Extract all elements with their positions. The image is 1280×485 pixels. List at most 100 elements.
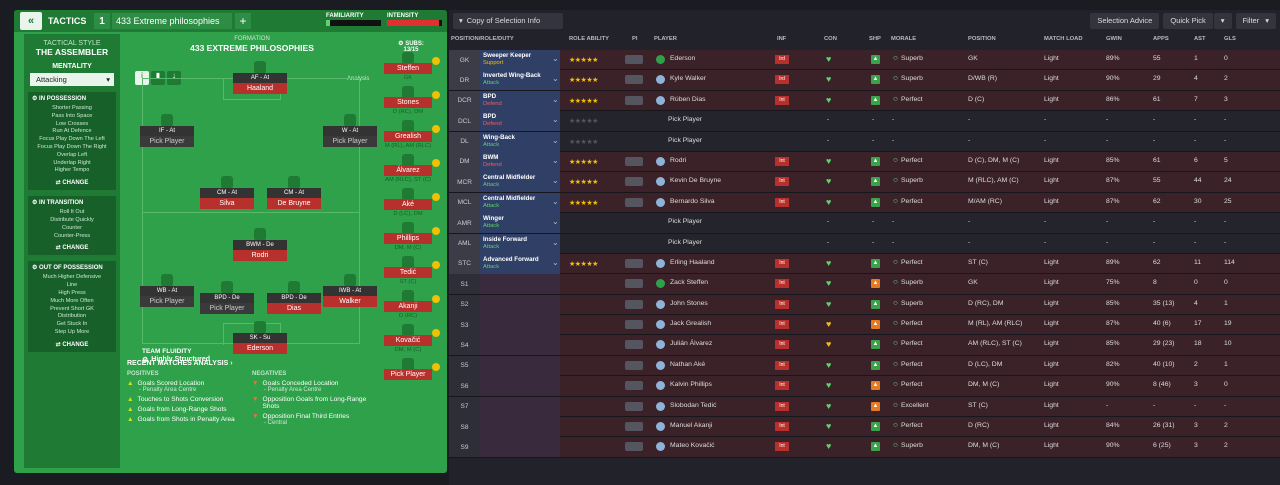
slot-player[interactable]: Pick Player [323,136,377,147]
sub-player[interactable]: Aké D (LC), DM [380,188,442,221]
role-cell[interactable] [480,396,560,417]
sub-player-name[interactable]: Tedić [384,267,432,278]
player-instructions-icon[interactable] [625,320,643,330]
column-header[interactable]: ROLE ABILITY [569,36,610,42]
chevron-down-icon[interactable]: ⌄ [552,176,559,186]
table-row[interactable]: S5 Nathan Aké Int ♥ ▲ ☺ Perfect D (LC), DM Ligh… [449,355,1280,377]
sub-player-name[interactable]: Steffen [384,63,432,74]
table-row[interactable]: MCL Central Midfielder Attack ⌄ ★★★★★ Bern… [449,192,1280,214]
sub-player[interactable]: Álvarez AM (RLC), ST (C) [380,154,442,187]
slot-player[interactable]: Silva [200,198,254,209]
slot-player[interactable]: Pick Player [140,136,194,147]
player-name[interactable]: Kalvin Phillips [670,381,712,389]
column-header[interactable]: GWIN [1106,36,1122,42]
sub-player-name[interactable]: Kovačić [384,335,432,346]
table-row[interactable]: S8 Manuel Akanji Int ♥ ▲ ☺ Perfect D (RC) Light… [449,417,1280,438]
chevron-down-icon[interactable]: ⌄ [552,115,559,125]
change-button[interactable]: ⇄ CHANGE [28,341,116,348]
player-name[interactable]: Nathan Aké [670,360,706,368]
pitch-slot[interactable]: WB - At Pick Player [140,274,194,307]
column-header[interactable]: PI [632,36,638,42]
table-row[interactable]: AML Inside Forward Attack ⌄ Pick Player - -… [449,233,1280,254]
player-instructions-icon[interactable] [625,299,643,309]
chevron-down-icon[interactable]: ⌄ [552,257,559,267]
slot-player[interactable]: Pick Player [140,296,194,307]
mentality-select[interactable]: Attacking ▾ [30,73,114,86]
table-row[interactable]: DCL BPD Defend ⌄ ★★★★★ Pick Player - - - - - - - -… [449,111,1280,132]
sub-player[interactable]: Phillips DM, M (C) [380,222,442,255]
player-name[interactable]: Manuel Akanji [670,422,713,430]
column-header[interactable]: MATCH LOAD [1044,36,1083,42]
slot-player[interactable]: Dias [267,303,321,314]
role-cell[interactable] [480,315,560,336]
tactic-name-dropdown[interactable]: 433 Extreme philosophies [112,13,232,29]
player-name[interactable]: John Stones [670,299,708,307]
chevron-down-icon[interactable]: ⌄ [552,74,559,84]
column-header[interactable]: PLAYER [654,36,677,42]
chevron-down-icon[interactable]: ⌄ [552,217,559,227]
add-tactic-button[interactable]: + [235,13,251,29]
table-row[interactable]: AMR Winger Attack ⌄ Pick Player - - - - - - - - - [449,213,1280,234]
sub-player-name[interactable]: Aké [384,199,432,210]
chevron-down-icon[interactable]: ⌄ [552,196,559,206]
slot-player[interactable]: Haaland [233,83,287,94]
column-header[interactable]: GLS [1224,36,1236,42]
slot-role[interactable]: IWB - At [323,286,377,296]
slot-player[interactable]: Ederson [233,343,287,354]
role-cell[interactable] [480,437,560,458]
sub-player[interactable]: Tedić ST (C) [380,256,442,289]
chevron-down-icon[interactable]: ⌄ [552,237,559,247]
sub-player-name[interactable]: Stones [384,97,432,108]
column-header[interactable]: APPS [1153,36,1169,42]
tactic-number[interactable]: 1 [94,13,110,29]
chevron-down-icon[interactable]: ⌄ [552,155,559,165]
slot-role[interactable]: IF - At [140,126,194,136]
player-name[interactable]: Zack Steffen [670,279,709,287]
role-cell[interactable]: Winger Attack [480,213,560,234]
player-name[interactable]: Rodri [670,156,687,164]
slot-role[interactable]: BPD - De [200,293,254,303]
analysis-title[interactable]: RECENT MATCHES ANALYSIS › [127,360,233,367]
role-cell[interactable] [480,417,560,438]
formation-name[interactable]: 433 EXTREME PHILOSOPHIES [190,43,314,53]
change-button[interactable]: ⇄ CHANGE [28,179,116,186]
slot-role[interactable]: AF - At [233,73,287,83]
filter-button[interactable]: Filter ▾ [1235,12,1276,29]
role-cell[interactable]: Inverted Wing-Back Attack [480,70,560,91]
chevron-down-icon[interactable]: ⌄ [552,135,559,145]
chevron-down-icon[interactable]: ⌄ [552,54,559,63]
sub-player[interactable]: Akanji D (RC) [380,290,442,323]
pitch-slot[interactable]: CM - At Silva [200,176,254,209]
table-row[interactable]: S7 Slobodan Tedić Int ♥ ▲ ☺ Excellent ST (C) Li… [449,396,1280,418]
slot-role[interactable]: SK - Su [233,333,287,343]
table-row[interactable]: S4 Julián Álvarez Int ♥ ▲ ☺ Perfect AM (RLC), … [449,335,1280,356]
column-header[interactable]: POSITION/ROLE/DUTY [451,36,514,42]
role-cell[interactable] [480,355,560,376]
sub-player[interactable]: Grealish M (RL), AM (RLC) [380,120,442,153]
table-row[interactable]: S9 Mateo Kovačić Int ♥ ▲ ☺ Superb DM, M (C) Lig… [449,437,1280,458]
player-instructions-icon[interactable] [625,442,643,452]
player-name[interactable]: Mateo Kovačić [670,442,715,450]
role-cell[interactable]: BPD Defend [480,90,560,111]
player-instructions-icon[interactable] [625,422,643,432]
player-instructions-icon[interactable] [625,360,643,370]
player-instructions-icon[interactable] [625,401,643,411]
player-name[interactable]: Slobodan Tedić [670,401,717,409]
player-instructions-icon[interactable] [625,279,643,289]
player-name[interactable]: Julián Álvarez [670,340,713,348]
role-cell[interactable]: Inside Forward Attack [480,233,560,254]
pitch-slot[interactable]: SK - Su Ederson [233,321,287,354]
column-header[interactable]: SHP [869,36,881,42]
table-row[interactable]: S2 John Stones Int ♥ ▲ ☺ Superb D (RC), DM Ligh… [449,294,1280,316]
player-instructions-icon[interactable] [625,75,643,85]
role-cell[interactable]: Central Midfielder Attack [480,172,560,193]
slot-role[interactable]: CM - At [267,188,321,198]
slot-role[interactable]: BPD - De [267,293,321,303]
table-row[interactable]: DM BWM Defend ⌄ ★★★★★ Rodri Int ♥ ▲ ☺ Perfect D … [449,151,1280,173]
player-name[interactable]: Kevin De Bruyne [670,177,722,185]
slot-role[interactable]: WB - At [140,286,194,296]
slot-role[interactable]: W - At [323,126,377,136]
player-name[interactable]: Pick Player [668,136,702,144]
player-instructions-icon[interactable] [625,381,643,391]
pitch-slot[interactable]: CM - At De Bruyne [267,176,321,209]
